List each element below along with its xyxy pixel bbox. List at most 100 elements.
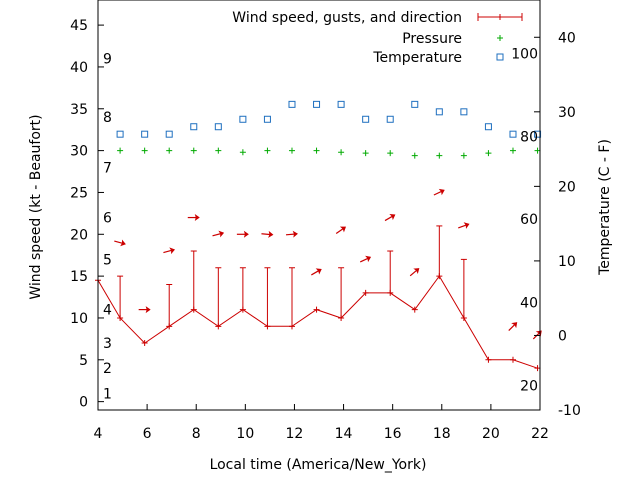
arrow-head	[438, 188, 445, 196]
wind-speed-point	[141, 340, 148, 347]
temperature-point	[288, 100, 296, 108]
x-tick-label: 10	[236, 426, 254, 442]
y-axis-right-label: Temperature (C - F)	[597, 139, 613, 276]
x-tick-label: 8	[192, 426, 201, 442]
pressure-point	[141, 147, 148, 154]
arrow-head	[389, 214, 396, 221]
wind-direction-arrow	[311, 268, 322, 276]
beaufort-label: 4	[103, 303, 112, 319]
beaufort-label: 3	[103, 336, 112, 352]
wind-speed-point	[338, 314, 345, 321]
beaufort-label: 1	[103, 386, 112, 402]
temperature-point	[362, 115, 370, 123]
arrow-head	[315, 268, 322, 275]
arrow-head	[243, 230, 249, 238]
x-tick-label: 14	[335, 426, 353, 442]
x-tick-label: 20	[482, 426, 500, 442]
wind-speed-point	[485, 356, 492, 363]
wind-speed-point	[509, 356, 516, 363]
y-left-tick-label: 45	[70, 18, 88, 34]
x-tick-label: 4	[94, 426, 103, 442]
x-tick-label: 16	[384, 426, 402, 442]
pressure-point	[264, 147, 271, 154]
arrow-head	[339, 226, 347, 233]
wind-speed-point	[215, 323, 222, 330]
legend-label: Temperature	[372, 50, 462, 66]
pressure-point	[215, 147, 222, 154]
wind-direction-arrow	[285, 230, 298, 238]
series-layer	[95, 100, 542, 372]
temperature-point	[534, 130, 542, 138]
pressure-point	[362, 150, 369, 157]
temperature-point	[484, 123, 492, 131]
pressure-point	[411, 152, 418, 159]
legend-swatch-pressure	[497, 35, 503, 41]
beaufort-label: 7	[103, 160, 112, 176]
beaufort-label: 2	[103, 361, 112, 377]
pressure-point	[166, 147, 173, 154]
pressure-point	[313, 147, 320, 154]
y-right-tick-label: 10	[558, 254, 576, 270]
temperature-point	[116, 130, 124, 138]
pressure-point	[190, 147, 197, 154]
arrow-head	[365, 255, 372, 263]
y-axis-left-label: Wind speed (kt - Beaufort)	[28, 114, 44, 299]
y-left-tick-label: 0	[79, 395, 88, 411]
wind-direction-arrow	[187, 214, 200, 222]
legend-label: Wind speed, gusts, and direction	[232, 10, 462, 26]
temperature-point	[263, 115, 271, 123]
wind-direction-arrow	[261, 230, 274, 238]
temperature-point	[509, 130, 517, 138]
arrow-head	[145, 306, 151, 314]
arrow-head	[120, 239, 126, 247]
wind-direction-arrow	[212, 230, 225, 238]
fahrenheit-label: 20	[520, 378, 538, 394]
y-right-tick-label: 30	[558, 105, 576, 121]
pressure-point	[338, 149, 345, 156]
wind-direction-arrow	[335, 226, 347, 235]
wind-speed-point	[288, 323, 295, 330]
y-left-tick-label: 20	[70, 227, 88, 243]
temperature-point	[435, 108, 443, 116]
temperature-point	[190, 123, 198, 131]
temperature-point	[337, 100, 345, 108]
wind-direction-arrow	[508, 322, 518, 331]
legend-swatch-temperature	[496, 53, 504, 61]
fahrenheit-label: 80	[520, 129, 538, 145]
temperature-point	[411, 100, 419, 108]
y-left-tick-label: 10	[70, 311, 88, 327]
x-tick-label: 12	[286, 426, 304, 442]
pressure-point	[485, 150, 492, 157]
y-left-tick-label: 40	[70, 60, 88, 76]
legend-label: Pressure	[402, 31, 462, 47]
arrow-head	[292, 230, 298, 238]
y-right-tick-label: 20	[558, 179, 576, 195]
fahrenheit-label: 60	[520, 212, 538, 228]
wind-speed-point	[411, 306, 418, 313]
y-right-tick-label: -10	[558, 403, 581, 419]
legend: Wind speed, gusts, and direction Pressure…	[232, 10, 523, 66]
wind-direction-arrow	[532, 330, 542, 340]
wind-direction-arrow	[114, 239, 126, 247]
plot-frame	[97, 0, 541, 411]
arrow-head	[194, 214, 200, 222]
beaufort-label: 6	[103, 211, 112, 227]
wind-speed-point	[264, 323, 271, 330]
fahrenheit-label: 100	[511, 47, 538, 63]
beaufort-label: 9	[103, 52, 112, 68]
arrow-head	[169, 247, 176, 255]
temperature-point	[165, 130, 173, 138]
arrow-head	[463, 222, 470, 229]
arrow-head	[413, 268, 420, 274]
pressure-point	[288, 147, 295, 154]
x-tick-label: 22	[531, 426, 549, 442]
temperature-point	[460, 108, 468, 116]
temperature-point	[313, 100, 321, 108]
y-right-tick-label: 40	[558, 30, 576, 46]
y-left-tick-label: 25	[70, 185, 88, 201]
wind-speed-point	[166, 323, 173, 330]
x-axis-label: Local time (America/New_York)	[210, 457, 427, 473]
axes: 4 6 8 10 12 14 16 18 20 22051015202530354045-1001…	[70, 0, 581, 442]
arrow-head	[268, 230, 274, 238]
